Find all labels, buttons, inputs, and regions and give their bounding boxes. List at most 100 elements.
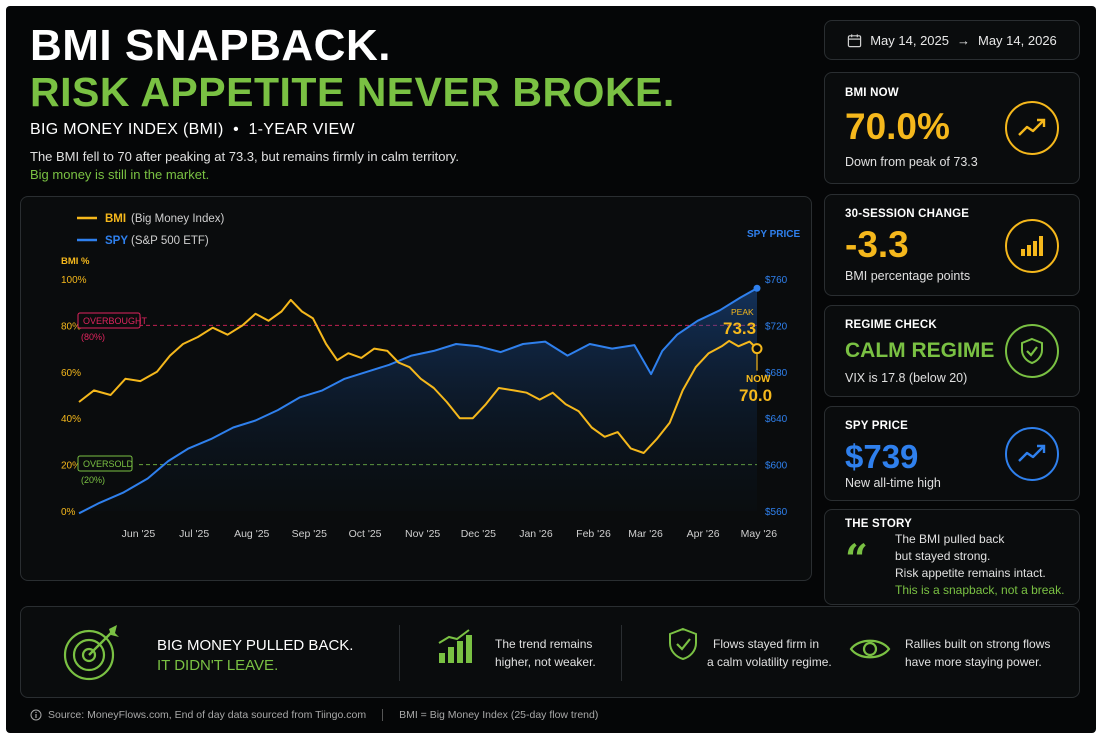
- eye-icon: [849, 635, 891, 668]
- bottom-headline-1: BIG MONEY PULLED BACK.: [157, 637, 354, 654]
- x-tick-label: Oct '25: [349, 528, 382, 540]
- legend-spy-key: SPY: [105, 235, 128, 247]
- bmi-now-value: 70.0%: [845, 106, 950, 147]
- x-tick-label: Jun '25: [122, 528, 156, 540]
- card-regime-check: REGIME CHECK CALM REGIME VIX is 17.8 (be…: [824, 305, 1080, 397]
- right-tick-label: $560: [765, 507, 788, 518]
- left-tick-label: 20%: [61, 461, 81, 472]
- divider-1: [399, 625, 400, 681]
- legend-bmi-key: BMI: [105, 213, 126, 225]
- calendar-icon: [848, 33, 862, 47]
- story-line-1: The BMI pulled back: [895, 532, 1005, 546]
- title-line-2: RISK APPETITE NEVER BROKE.: [30, 69, 675, 115]
- spy-label: SPY PRICE: [845, 420, 908, 432]
- footer-note: BMI = Big Money Index (25-day flow trend…: [399, 709, 599, 721]
- left-axis-title: BMI %: [61, 256, 90, 267]
- divider-2: [621, 625, 622, 681]
- x-tick-label: Sep '25: [292, 528, 327, 540]
- trend-up-icon: [1005, 427, 1059, 481]
- right-tick-label: $600: [765, 461, 788, 472]
- bmi-line: [78, 298, 758, 454]
- peak-label: PEAK: [731, 307, 754, 317]
- date-range: May 14, 2025 → May 14, 2026: [824, 20, 1080, 60]
- x-tick-label: Jul '25: [179, 528, 209, 540]
- oversold-label: OVERSOLD: [83, 459, 134, 469]
- spy-value: $739: [845, 438, 919, 475]
- x-tick-label: Jan '26: [519, 528, 553, 540]
- story-line-3: Risk appetite remains intact.: [895, 566, 1046, 580]
- left-tick-label: 40%: [61, 414, 81, 425]
- left-tick-label: 100%: [61, 275, 87, 286]
- oversold-sub: (20%): [81, 475, 105, 485]
- card-the-story: THE STORY “ The BMI pulled back but stay…: [824, 509, 1080, 605]
- x-tick-label: Mar '26: [628, 528, 663, 540]
- right-tick-label: $720: [765, 321, 788, 332]
- right-tick-label: $680: [765, 368, 788, 379]
- footer-divider: [382, 709, 384, 721]
- regime-label: REGIME CHECK: [845, 319, 937, 331]
- chart-panel: 0% 20% 40% 60% 80% 100% $560 $600 $640 $680 $720 $7…: [20, 196, 812, 581]
- story-text: The BMI pulled back but stayed strong. R…: [895, 531, 1064, 599]
- change-sub: BMI percentage points: [845, 269, 971, 283]
- right-tick-label: $640: [765, 414, 788, 425]
- oversold-label-box: [77, 455, 133, 472]
- regime-sub: VIX is 17.8 (below 20): [845, 371, 968, 385]
- left-tick-label: 80%: [61, 321, 81, 332]
- subtitle: BIG MONEY INDEX (BMI) • 1-YEAR VIEW: [30, 121, 355, 138]
- regime-value: CALM REGIME: [845, 339, 995, 362]
- story-line-2: but stayed strong.: [895, 549, 991, 563]
- story-label: THE STORY: [845, 518, 912, 530]
- now-value: 70.0: [739, 386, 772, 405]
- spy-end-point: [753, 284, 761, 292]
- left-tick-label: 60%: [61, 368, 81, 379]
- bottom-item-2-line-1: Flows stayed firm in: [713, 637, 820, 651]
- x-tick-label: Nov '25: [405, 528, 440, 540]
- quote-icon: “: [845, 536, 869, 583]
- change-value: -3.3: [845, 224, 909, 265]
- target-icon: [61, 623, 125, 688]
- bottom-item-3-line-1: Rallies built on strong flows: [905, 637, 1051, 651]
- peak-value: 73.3: [723, 319, 756, 338]
- bottom-item-2-line-2: a calm volatility regime.: [707, 655, 832, 669]
- bottom-item-3-line-2: have more staying power.: [905, 655, 1042, 669]
- shield-check-icon: [1005, 324, 1059, 378]
- x-tick-label: Feb '26: [576, 528, 611, 540]
- bmi-now-label: BMI NOW: [845, 87, 899, 99]
- title-line-1: BMI SNAPBACK.: [30, 21, 391, 70]
- overbought-label: OVERBOUGHT: [83, 316, 148, 326]
- left-tick-label: 0%: [61, 507, 76, 518]
- x-tick-label: May '26: [741, 528, 778, 540]
- bmi-now-sub: Down from peak of 73.3: [845, 155, 978, 169]
- bottom-item-1-line-1: The trend remains: [495, 637, 593, 651]
- x-tick-label: Apr '26: [687, 528, 720, 540]
- date-arrow: →: [957, 32, 970, 48]
- change-label: 30-SESSION CHANGE: [845, 208, 970, 220]
- bar-chart-icon: [437, 629, 473, 670]
- right-tick-label: $760: [765, 275, 788, 286]
- card-spy-price: SPY PRICE $739 New all-time high: [824, 406, 1080, 501]
- card-30-session-change: 30-SESSION CHANGE -3.3 BMI percentage po…: [824, 194, 1080, 296]
- footer-source: Source: MoneyFlows.com, End of day data …: [48, 709, 367, 721]
- spy-area: [79, 288, 757, 514]
- spy-sub: New all-time high: [845, 476, 941, 490]
- bar-chart-icon: [1005, 219, 1059, 273]
- x-tick-label: Dec '25: [461, 528, 496, 540]
- now-label: NOW: [746, 374, 771, 385]
- legend-bmi-desc: (Big Money Index): [131, 213, 224, 225]
- summary-panel: BIG MONEY PULLED BACK. IT DIDN'T LEAVE. …: [20, 606, 1080, 698]
- bmi-now-point: [751, 343, 763, 355]
- description-line-1: The BMI fell to 70 after peaking at 73.3…: [30, 149, 459, 164]
- spy-line: [78, 287, 758, 515]
- card-bmi-now: BMI NOW 70.0% Down from peak of 73.3: [824, 72, 1080, 184]
- bottom-headline-2: IT DIDN'T LEAVE.: [157, 657, 279, 674]
- date-start: May 14, 2025: [870, 32, 949, 48]
- bottom-item-1-line-2: higher, not weaker.: [495, 655, 596, 669]
- info-icon: [30, 709, 42, 721]
- story-line-4: This is a snapback, not a break.: [895, 583, 1065, 597]
- bmi-spy-chart: 0% 20% 40% 60% 80% 100% $560 $600 $640 $680 $720 $7…: [61, 213, 800, 540]
- overbought-sub: (80%): [81, 332, 105, 342]
- legend-spy-desc: (S&P 500 ETF): [131, 235, 209, 247]
- date-end: May 14, 2026: [978, 32, 1057, 48]
- overbought-label-box: [77, 312, 141, 329]
- description-line-2: Big money is still in the market.: [30, 167, 210, 182]
